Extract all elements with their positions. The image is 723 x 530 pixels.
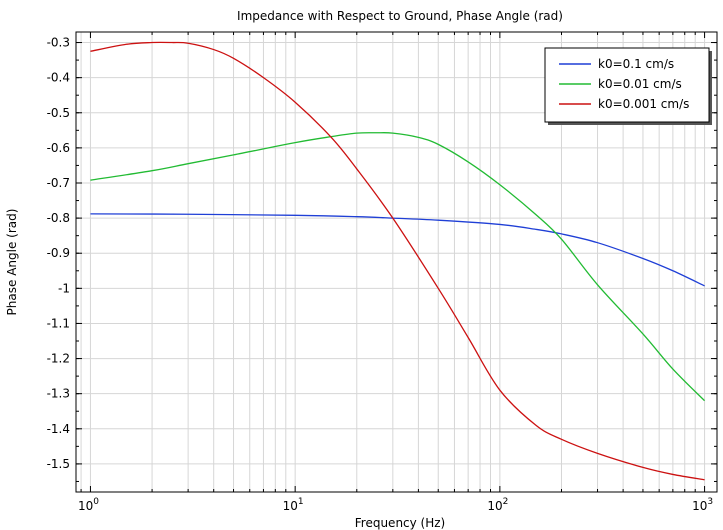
y-tick-label: -1.5 [47,457,70,471]
x-tick-label: 102 [487,497,508,513]
legend: k0=0.1 cm/s k0=0.01 cm/s k0=0.001 cm/s [544,47,712,125]
y-tick-label: -1.1 [47,316,70,330]
y-tick-label: -1.2 [47,352,70,366]
x-tick-label: 101 [283,497,304,513]
series-line [90,213,705,287]
y-tick-label: -1.3 [47,387,70,401]
y-tick-label: -1 [58,281,70,295]
y-tick-label: -0.5 [47,106,70,120]
y-tick-label: -0.6 [47,141,70,155]
legend-box [544,47,710,123]
legend-label: k0=0.01 cm/s [598,77,682,91]
y-axis-label: Phase Angle (rad) [5,209,19,316]
axis-ticks: -0.3 -0.4 -0.5 -0.6 -0.7 -0.8 -0.9 -1 -1.1 -1.2 -1… [47,32,717,513]
y-tick-label: -0.7 [47,176,70,190]
series-line [90,132,706,402]
x-axis-label: Frequency (Hz) [355,516,446,530]
y-tick-label: -0.4 [47,71,70,85]
x-tick-label: 100 [78,497,99,513]
grid-lines [76,32,717,492]
x-tick-label: 103 [692,497,713,513]
y-tick-label: -1.4 [47,422,70,436]
series-lines [90,41,706,481]
y-tick-label: -0.8 [47,211,70,225]
y-tick-label: -0.9 [47,246,70,260]
series-line [90,41,705,481]
legend-label: k0=0.001 cm/s [598,97,689,111]
chart-title: Impedance with Respect to Ground, Phase … [237,9,563,23]
plot-frame [75,31,718,493]
y-tick-label: -0.3 [47,36,70,50]
legend-label: k0=0.1 cm/s [598,57,674,71]
